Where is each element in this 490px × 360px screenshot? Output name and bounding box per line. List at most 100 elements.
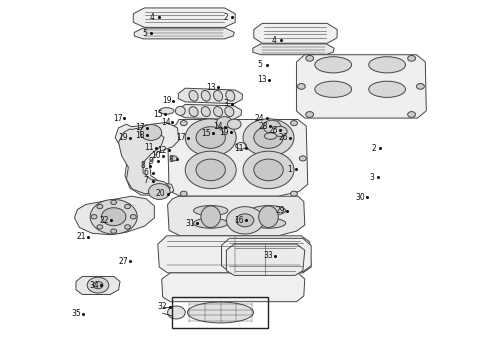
Text: 4: 4 bbox=[149, 13, 154, 22]
Circle shape bbox=[291, 191, 297, 196]
Circle shape bbox=[416, 84, 424, 89]
Ellipse shape bbox=[251, 218, 286, 228]
Polygon shape bbox=[178, 88, 243, 104]
Ellipse shape bbox=[201, 206, 220, 228]
Text: 15: 15 bbox=[201, 129, 211, 138]
Circle shape bbox=[408, 55, 416, 61]
Circle shape bbox=[90, 199, 137, 234]
Circle shape bbox=[97, 204, 103, 209]
Text: 2: 2 bbox=[371, 144, 376, 153]
Text: 10: 10 bbox=[151, 151, 161, 160]
Ellipse shape bbox=[214, 107, 222, 117]
Text: 11: 11 bbox=[145, 143, 154, 152]
Text: 3: 3 bbox=[369, 173, 374, 182]
Text: 20: 20 bbox=[156, 189, 166, 198]
Text: 2: 2 bbox=[223, 13, 228, 22]
Text: 17: 17 bbox=[176, 133, 186, 142]
Text: 13: 13 bbox=[257, 76, 267, 85]
Polygon shape bbox=[178, 104, 242, 120]
Circle shape bbox=[226, 207, 264, 234]
Text: 27: 27 bbox=[119, 256, 128, 266]
Polygon shape bbox=[221, 238, 311, 272]
Circle shape bbox=[111, 229, 117, 233]
Circle shape bbox=[196, 127, 225, 148]
Text: 25: 25 bbox=[269, 126, 278, 135]
Circle shape bbox=[91, 215, 97, 219]
Text: 30: 30 bbox=[355, 193, 365, 202]
Ellipse shape bbox=[201, 107, 210, 117]
Text: 13: 13 bbox=[206, 83, 216, 92]
Circle shape bbox=[97, 225, 103, 229]
Circle shape bbox=[273, 126, 287, 136]
Text: 19: 19 bbox=[162, 96, 172, 105]
Circle shape bbox=[124, 225, 130, 229]
Circle shape bbox=[185, 151, 236, 189]
Circle shape bbox=[227, 119, 241, 129]
Polygon shape bbox=[168, 120, 308, 196]
Circle shape bbox=[171, 156, 177, 161]
Circle shape bbox=[243, 119, 294, 156]
Polygon shape bbox=[133, 8, 235, 27]
Circle shape bbox=[124, 204, 130, 209]
Text: 8: 8 bbox=[168, 155, 173, 163]
Ellipse shape bbox=[369, 81, 406, 98]
Text: 1: 1 bbox=[287, 165, 292, 174]
Text: 19: 19 bbox=[119, 133, 128, 142]
Ellipse shape bbox=[187, 302, 254, 323]
Ellipse shape bbox=[315, 57, 352, 73]
Polygon shape bbox=[158, 236, 311, 273]
Text: 6: 6 bbox=[144, 168, 148, 177]
Polygon shape bbox=[254, 23, 337, 43]
Text: 19: 19 bbox=[220, 128, 229, 137]
Polygon shape bbox=[162, 273, 305, 302]
Circle shape bbox=[408, 112, 416, 117]
Text: 24: 24 bbox=[255, 114, 265, 122]
Circle shape bbox=[243, 151, 294, 189]
Text: 8: 8 bbox=[141, 161, 146, 170]
Text: 5: 5 bbox=[257, 60, 262, 69]
Text: 35: 35 bbox=[71, 310, 81, 319]
Polygon shape bbox=[115, 122, 179, 195]
Polygon shape bbox=[76, 276, 120, 294]
Circle shape bbox=[236, 214, 254, 227]
Text: 29: 29 bbox=[275, 206, 285, 215]
Text: 14: 14 bbox=[213, 122, 223, 131]
Text: 17: 17 bbox=[113, 114, 122, 122]
Circle shape bbox=[299, 156, 306, 161]
Circle shape bbox=[291, 121, 297, 126]
Circle shape bbox=[101, 208, 126, 226]
Text: 15: 15 bbox=[153, 110, 163, 119]
Circle shape bbox=[196, 159, 225, 181]
Ellipse shape bbox=[225, 107, 234, 117]
Circle shape bbox=[306, 55, 314, 61]
Polygon shape bbox=[253, 44, 334, 55]
Polygon shape bbox=[74, 196, 154, 235]
Text: 11: 11 bbox=[234, 144, 244, 153]
Ellipse shape bbox=[259, 206, 278, 228]
Circle shape bbox=[254, 159, 283, 181]
Ellipse shape bbox=[226, 90, 235, 101]
Ellipse shape bbox=[189, 107, 198, 117]
Circle shape bbox=[148, 184, 170, 199]
Ellipse shape bbox=[201, 90, 210, 101]
Circle shape bbox=[168, 306, 185, 319]
Ellipse shape bbox=[251, 206, 286, 216]
Polygon shape bbox=[226, 244, 305, 275]
Ellipse shape bbox=[175, 107, 185, 116]
Circle shape bbox=[254, 127, 283, 148]
Circle shape bbox=[130, 215, 136, 219]
Ellipse shape bbox=[194, 218, 228, 228]
Circle shape bbox=[93, 282, 103, 289]
Ellipse shape bbox=[214, 90, 222, 101]
Text: 31: 31 bbox=[185, 219, 195, 228]
Text: 14: 14 bbox=[161, 118, 171, 127]
Text: 21: 21 bbox=[76, 233, 86, 242]
Bar bbox=[172, 297, 268, 328]
Circle shape bbox=[297, 84, 305, 89]
Text: 9: 9 bbox=[148, 157, 153, 166]
Text: 4: 4 bbox=[272, 36, 277, 45]
Circle shape bbox=[87, 277, 109, 293]
Circle shape bbox=[306, 112, 314, 117]
Ellipse shape bbox=[194, 206, 228, 216]
Polygon shape bbox=[168, 196, 305, 236]
